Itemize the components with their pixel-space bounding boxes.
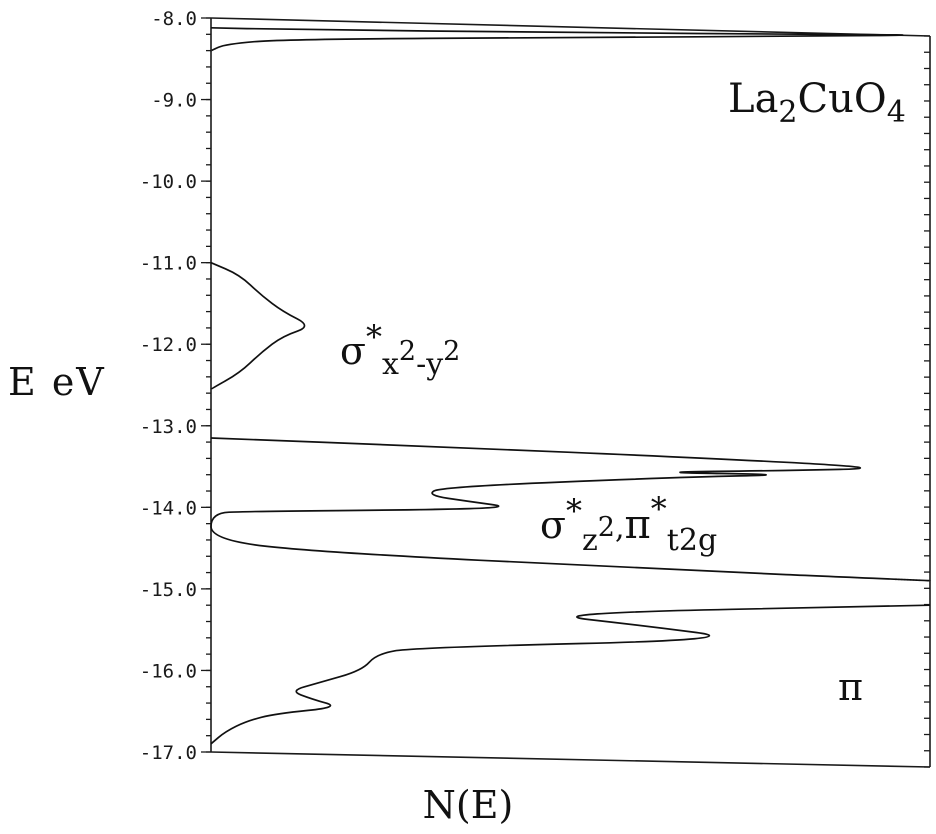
y-tick-label: -16.0: [140, 660, 197, 682]
plot-frame: [210, 17, 931, 768]
y-axis-ticks: -8.0 -9.0 -10.0 -11.0 -12.0 -13.0 -14.0 -15.0 -1…: [140, 8, 211, 764]
y-tick-label: -15.0: [140, 579, 197, 601]
sigma-x2y2-label: σ*x2-y2: [340, 318, 460, 382]
y-tick-label: -13.0: [140, 416, 197, 438]
dos-curves: [210, 26, 931, 745]
y-tick-label: -12.0: [140, 334, 197, 356]
compound-label: La2CuO4: [728, 76, 906, 130]
dos-band-3: [210, 437, 931, 582]
sigma-z2-pi-t2g-label: σ*z2,π*t2g: [540, 490, 717, 558]
dos-band-2: [210, 261, 306, 390]
y-tick-label: -11.0: [140, 253, 197, 275]
y-tick-label: -17.0: [140, 742, 197, 764]
y-tick-label: -10.0: [140, 171, 197, 193]
right-axis-ticks: [924, 35, 930, 768]
dos-band-1: [210, 26, 904, 52]
y-tick-label: -14.0: [140, 497, 197, 519]
frame-bottom: [210, 751, 931, 768]
y-tick-label: -9.0: [151, 90, 197, 112]
dos-band-4: [210, 604, 931, 745]
y-tick-label: -8.0: [151, 8, 197, 30]
x-axis-label: N(E): [423, 783, 514, 827]
frame-top: [210, 17, 931, 37]
y-axis-label: E eV: [8, 360, 106, 404]
pi-label: π: [838, 665, 863, 709]
